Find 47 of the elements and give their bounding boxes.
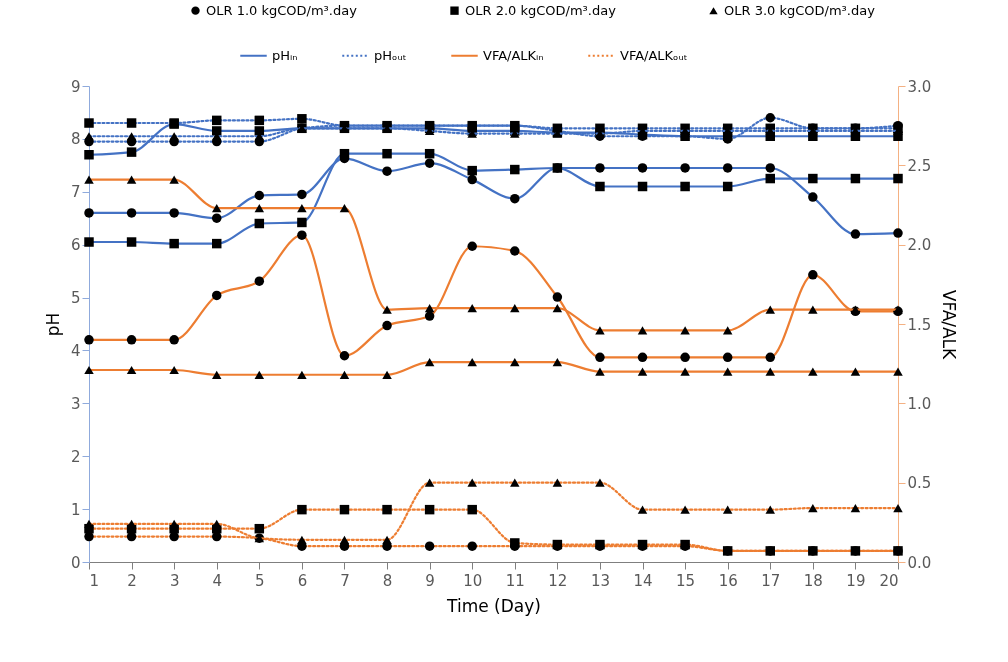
y-tick-label: 4 xyxy=(70,341,81,360)
legend-label: VFA/ALKₒᵤₜ xyxy=(620,47,688,63)
x-tick-label: 11 xyxy=(505,571,525,590)
x-tick-label: 6 xyxy=(297,571,308,590)
y-tick-label: 7 xyxy=(70,183,81,202)
y2-tick-label: 2.5 xyxy=(907,156,932,175)
legend-label: pHᵢₙ xyxy=(272,47,298,63)
text: OLR 2.0 kgCOD/m³.day xyxy=(465,2,617,18)
text: OLR 1.0 kgCOD/m³.day xyxy=(206,2,358,18)
x-tick-label: 16 xyxy=(718,571,738,590)
x-tick-label: 2 xyxy=(127,571,137,590)
y2-axis-title: VFA/ALK xyxy=(939,289,960,361)
x-tick-label: 19 xyxy=(846,571,866,590)
x-tick-label: 20 xyxy=(879,571,899,590)
x-tick-label: 10 xyxy=(463,571,483,590)
x-tick-label: 12 xyxy=(548,571,568,590)
y-tick-label: 6 xyxy=(70,236,81,255)
text: OLR 3.0 kgCOD/m³.day xyxy=(724,2,876,18)
x-tick-label: 4 xyxy=(212,571,223,590)
y-tick-label: 8 xyxy=(70,130,81,149)
y2-tick-label: 3.0 xyxy=(907,77,932,96)
x-tick-label: 1 xyxy=(89,571,100,590)
x-tick-label: 18 xyxy=(803,571,823,590)
y-tick-label: 9 xyxy=(70,77,81,96)
y-tick-label: 0 xyxy=(70,553,81,572)
y-tick-label: 1 xyxy=(70,500,81,519)
legend-label: VFA/ALKᵢₙ xyxy=(483,47,544,63)
x-tick-label: 9 xyxy=(425,571,435,590)
x-tick-label: 13 xyxy=(590,571,610,590)
y2-tick-label: 1.0 xyxy=(907,394,932,413)
x-tick-label: 7 xyxy=(340,571,350,590)
y2-tick-label: 0.0 xyxy=(907,553,932,572)
legend-label: pHₒᵤₜ xyxy=(374,47,407,63)
y-tick-label: 3 xyxy=(70,394,81,413)
x-tick-label: 17 xyxy=(761,571,781,590)
x-axis-title: Time (Day) xyxy=(446,595,541,616)
x-tick-label: 3 xyxy=(169,571,180,590)
y-tick-label: 5 xyxy=(70,289,81,308)
y-tick-label: 2 xyxy=(70,447,81,466)
y-axis-title: pH xyxy=(42,312,63,337)
x-tick-label: 15 xyxy=(676,571,696,590)
y2-tick-label: 2.0 xyxy=(907,236,932,255)
y2-tick-label: 1.5 xyxy=(907,315,932,334)
y2-tick-label: 0.5 xyxy=(907,474,932,493)
x-tick-label: 14 xyxy=(633,571,653,590)
x-tick-label: 5 xyxy=(255,571,265,590)
x-tick-label: 8 xyxy=(382,571,393,590)
